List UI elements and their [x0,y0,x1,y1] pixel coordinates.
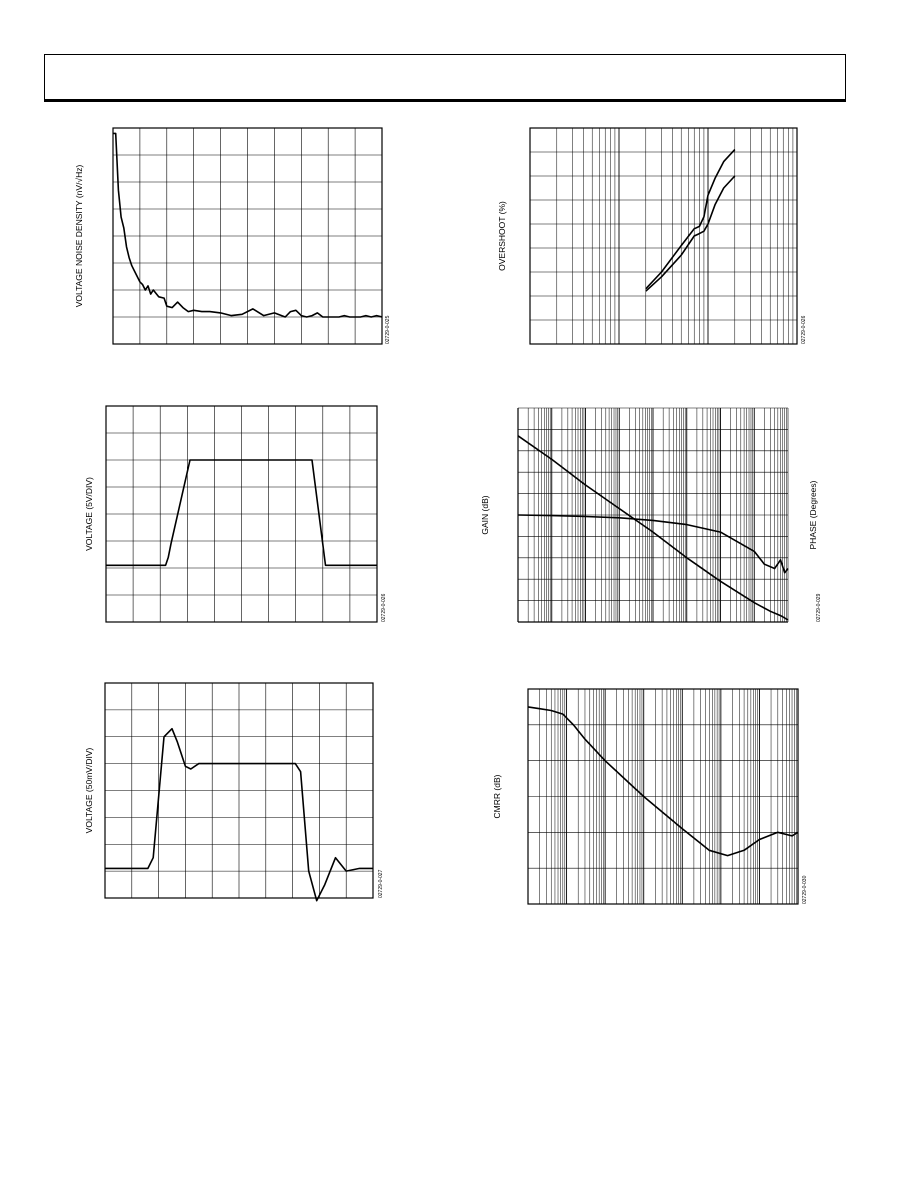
grid [528,689,798,904]
plot-frame [104,682,374,899]
y-axis-label: VOLTAGE (5V/DIV) [84,477,94,551]
y-axis-label: VOLTAGE (50mV/DIV) [84,748,94,834]
grid [106,406,377,622]
grid [530,128,797,344]
chart-gain-phase: GAIN (dB) PHASE (Degrees) 02729-0-029 [480,407,822,623]
series-line-2 [517,514,789,574]
series-line-2 [645,175,736,292]
figure-id: 02729-0-029 [816,593,822,622]
chart-overshoot: OVERSHOOT (%) 02729-0-026 [497,127,807,345]
y2-axis-label: PHASE (Degrees) [808,480,818,549]
series-line-1 [517,435,789,621]
figure-id: 02729-0-026 [801,315,807,344]
series-line-1 [106,459,377,567]
grid [113,128,382,344]
chart-noise-density: VOLTAGE NOISE DENSITY (nV/√Hz) 02729-0-02… [74,127,391,345]
series-line-1 [113,132,383,318]
series-line-1 [105,727,373,902]
y-axis-label: OVERSHOOT (%) [497,201,507,271]
plot-frame [529,127,798,345]
grid [105,683,373,898]
figure-id: 02729-0-027 [378,869,384,898]
figure-id: 02729-0-030 [802,875,808,904]
chart-small-signal-response: VOLTAGE (50mV/DIV) 02729-0-027 [84,682,384,902]
plot-frame [527,688,799,905]
y-axis-label: GAIN (dB) [480,495,490,534]
plot-frame [105,405,378,623]
chart-cmrr: CMRR (dB) 02729-0-030 [492,688,808,905]
figure-id: 02729-0-026 [381,593,387,622]
y-axis-label: VOLTAGE NOISE DENSITY (nV/√Hz) [74,165,84,308]
figure-id: 02729-0-025 [385,315,391,344]
y-axis-label: CMRR (dB) [492,774,502,818]
plot-frame [112,127,383,345]
chart-large-signal-response: VOLTAGE (5V/DIV) 02729-0-026 [84,405,387,623]
series-line-1 [645,149,736,290]
series-line-1 [527,706,799,857]
page-header-box [44,54,846,102]
